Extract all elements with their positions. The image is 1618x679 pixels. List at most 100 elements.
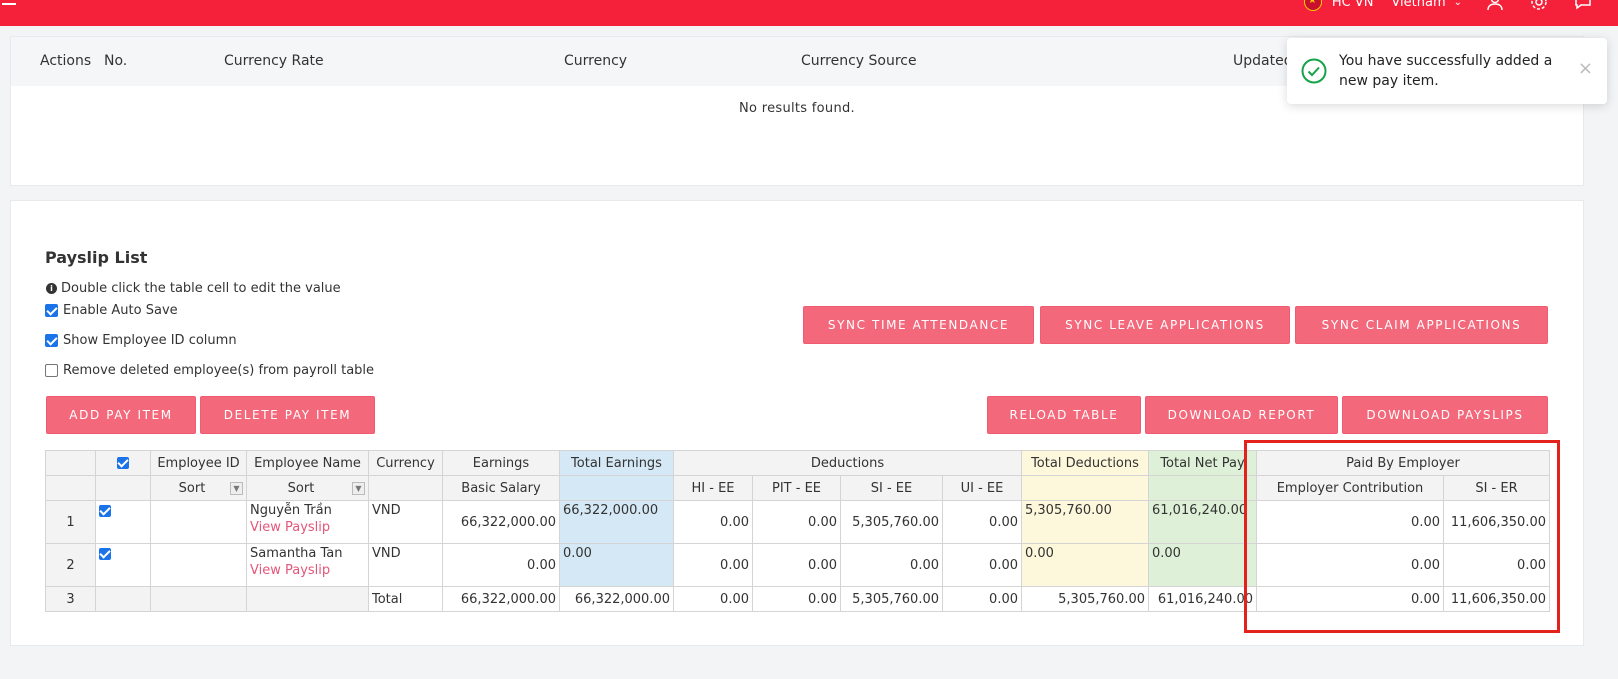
si-er-cell[interactable]: 0.00 (1443, 543, 1550, 587)
column-updated: Updated (1233, 53, 1293, 69)
total-earnings-cell: 66,322,000.00 (559, 500, 674, 544)
sort-label[interactable]: Sort (287, 480, 315, 496)
select-all-cell[interactable] (95, 450, 151, 476)
view-payslip-link[interactable]: View Payslip (250, 563, 331, 578)
column-currency-rate: Currency Rate (224, 53, 324, 69)
total-si-ee: 5,305,760.00 (840, 586, 943, 612)
empty-state-text: No results found. (739, 101, 855, 116)
pit-ee-cell[interactable]: 0.00 (752, 543, 841, 587)
total-total-deductions: 5,305,760.00 (1021, 586, 1149, 612)
pit-ee-cell[interactable]: 0.00 (752, 500, 841, 544)
employee-id-cell[interactable] (150, 543, 247, 587)
top-right-controls: HC VN Vietnam ⌄ (1303, 0, 1618, 12)
chat-icon[interactable] (1574, 0, 1592, 11)
select-all-checkbox[interactable] (117, 457, 129, 469)
view-payslip-link[interactable]: View Payslip (250, 520, 331, 535)
toast-message: You have successfully added a new pay it… (1339, 53, 1553, 89)
remove-deleted-option[interactable]: Remove deleted employee(s) from payroll … (45, 363, 374, 378)
sort-label[interactable]: Sort (178, 480, 206, 496)
header-pit-ee: PIT - EE (752, 475, 841, 501)
payroll-table: Employee ID Employee Name Currency Earni… (45, 450, 1550, 612)
chevron-down-icon[interactable]: ⌄ (1453, 0, 1462, 8)
currency-cell: VND (368, 543, 443, 587)
close-icon[interactable]: × (1577, 58, 1593, 79)
reload-table-button[interactable]: RELOAD TABLE (987, 396, 1141, 434)
auto-save-checkbox[interactable] (45, 304, 58, 317)
employee-id-cell[interactable] (150, 500, 247, 544)
total-net-pay-cell: 61,016,240.00 (1148, 500, 1257, 544)
table-row: 2 Samantha Tan View Payslip VND 0.00 0.0… (45, 543, 1550, 587)
total-earnings-subheader (559, 475, 674, 501)
total-label: Total (368, 586, 443, 612)
hi-ee-cell[interactable]: 0.00 (673, 500, 753, 544)
currency-cell: VND (368, 500, 443, 544)
total-deductions-subheader (1021, 475, 1149, 501)
row-select-cell[interactable] (95, 543, 151, 587)
total-deductions-cell: 5,305,760.00 (1021, 500, 1149, 544)
header-total-earnings: Total Earnings (559, 450, 674, 476)
row-checkbox[interactable] (99, 504, 111, 517)
employee-name-cell: Samantha Tan View Payslip (246, 543, 369, 587)
annotation-highlight-box (1244, 440, 1560, 633)
row-number: 1 (45, 500, 96, 544)
sort-employee-id[interactable]: Sort ▼ (150, 475, 247, 501)
hamburger-icon[interactable] (2, 0, 16, 8)
show-employee-id-label: Show Employee ID column (63, 333, 237, 348)
top-navigation-bar: HC VN Vietnam ⌄ (0, 0, 1618, 26)
employee-name-cell: Nguyễn Trần View Payslip (246, 500, 369, 544)
employee-name: Samantha Tan (250, 546, 343, 561)
download-report-button[interactable]: DOWNLOAD REPORT (1145, 396, 1338, 434)
sort-employee-name[interactable]: Sort ▼ (246, 475, 369, 501)
si-er-cell[interactable]: 11,606,350.00 (1443, 500, 1550, 544)
auto-save-option[interactable]: Enable Auto Save (45, 303, 178, 318)
sync-claim-applications-button[interactable]: SYNC CLAIM APPLICATIONS (1295, 306, 1548, 344)
header-basic-salary: Basic Salary (442, 475, 560, 501)
sync-time-attendance-button[interactable]: SYNC TIME ATTENDANCE (803, 306, 1034, 344)
total-si-er: 11,606,350.00 (1443, 586, 1550, 612)
si-ee-cell[interactable]: 0.00 (840, 543, 943, 587)
check-circle-icon (1301, 58, 1327, 84)
basic-salary-cell[interactable]: 66,322,000.00 (442, 500, 560, 544)
company-name[interactable]: HC VN (1331, 0, 1374, 10)
header-earnings: Earnings (442, 450, 560, 476)
remove-deleted-checkbox[interactable] (45, 364, 58, 377)
column-currency-source: Currency Source (801, 53, 917, 69)
total-earnings-cell: 0.00 (559, 543, 674, 587)
hi-ee-cell[interactable]: 0.00 (673, 543, 753, 587)
row-select-cell[interactable] (95, 500, 151, 544)
header-total-net-pay: Total Net Pay (1148, 450, 1257, 476)
user-icon[interactable] (1486, 0, 1504, 11)
add-pay-item-button[interactable]: ADD PAY ITEM (46, 396, 196, 434)
checkbox-header-2 (95, 475, 151, 501)
sync-leave-applications-button[interactable]: SYNC LEAVE APPLICATIONS (1040, 306, 1290, 344)
employee-name: Nguyễn Trần (250, 503, 332, 518)
row-checkbox[interactable] (99, 547, 111, 560)
ui-ee-cell[interactable]: 0.00 (942, 500, 1022, 544)
column-currency: Currency (564, 53, 628, 69)
header-row-2: Sort ▼ Sort ▼ Basic Salary HI - EE PIT - E… (45, 475, 1550, 501)
total-total-net-pay: 61,016,240.00 (1148, 586, 1257, 612)
delete-pay-item-button[interactable]: DELETE PAY ITEM (200, 396, 375, 434)
column-no: No. (104, 53, 128, 69)
show-employee-id-option[interactable]: Show Employee ID column (45, 333, 237, 348)
ui-ee-cell[interactable]: 0.00 (942, 543, 1022, 587)
edit-hint: i Double click the table cell to edit th… (46, 281, 341, 296)
total-hi-ee: 0.00 (673, 586, 753, 612)
total-basic-salary: 66,322,000.00 (442, 586, 560, 612)
row-number: 2 (45, 543, 96, 587)
language-selector[interactable]: Vietnam (1391, 0, 1446, 10)
row-number-header-2 (45, 475, 96, 501)
gear-icon[interactable] (1530, 0, 1548, 11)
filter-dropdown-icon[interactable]: ▼ (230, 481, 243, 495)
basic-salary-cell[interactable]: 0.00 (442, 543, 560, 587)
total-net-pay-subheader (1148, 475, 1257, 501)
download-payslips-button[interactable]: DOWNLOAD PAYSLIPS (1342, 396, 1548, 434)
filter-dropdown-icon[interactable]: ▼ (352, 481, 365, 495)
column-actions: Actions (40, 53, 92, 69)
si-ee-cell[interactable]: 5,305,760.00 (840, 500, 943, 544)
table-row: 1 Nguyễn Trần View Payslip VND 66,322,00… (45, 500, 1550, 544)
header-employee-name: Employee Name (246, 450, 369, 476)
row-number: 3 (45, 586, 96, 612)
total-pit-ee: 0.00 (752, 586, 841, 612)
show-employee-id-checkbox[interactable] (45, 334, 58, 347)
